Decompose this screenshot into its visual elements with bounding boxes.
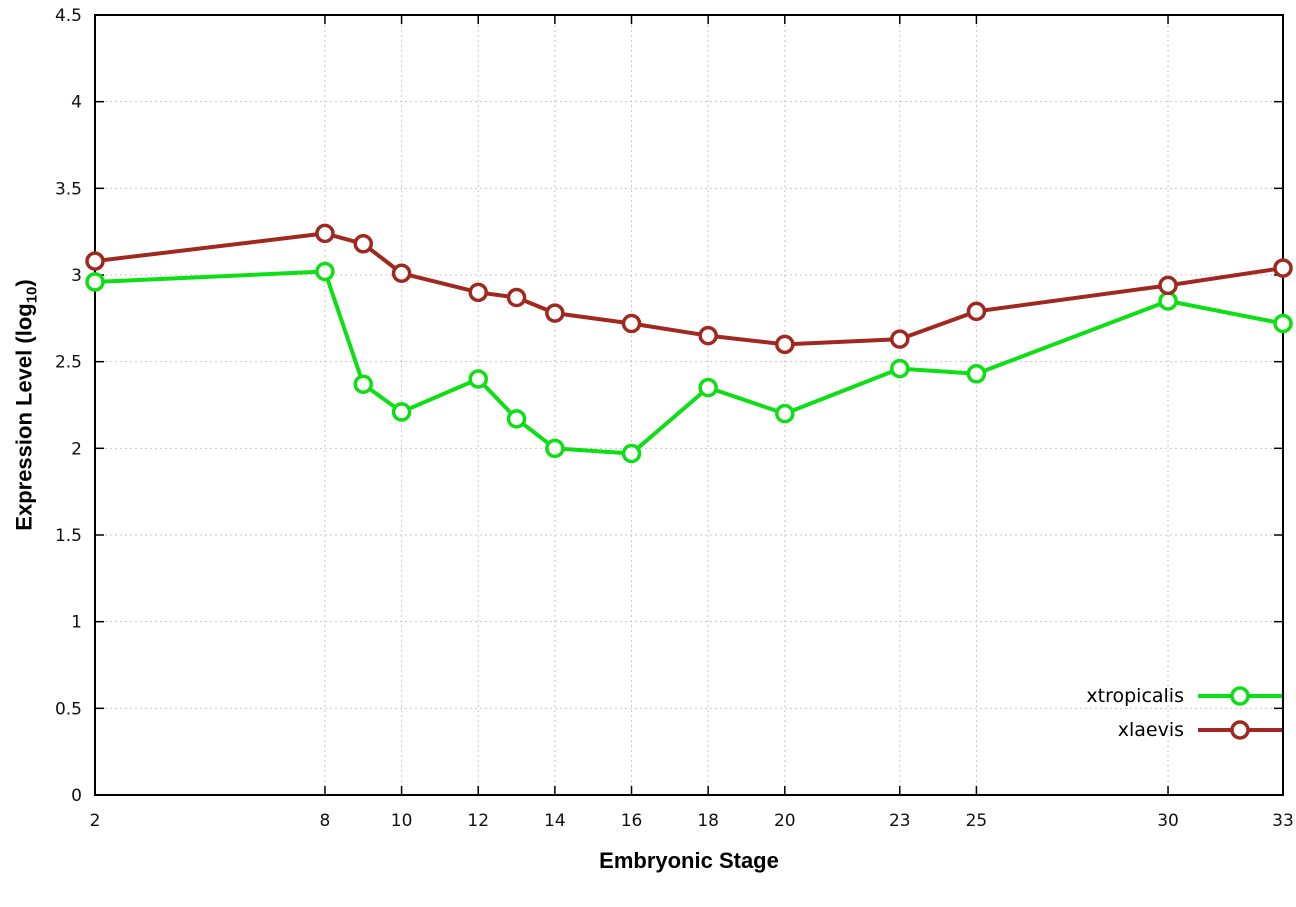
legend-item-xtropicalis: xtropicalis [1086,684,1284,708]
y-tick-label: 2.5 [55,353,82,373]
data-point-xlaevis [966,301,987,322]
x-tick-label: 2 [90,811,101,831]
data-point-xtropicalis [621,443,642,464]
data-point-xlaevis [85,251,105,271]
y-axis-label-text: Expression Level (log [11,303,37,531]
y-tick-label: 0 [71,786,82,806]
data-point-xtropicalis [391,402,412,422]
x-tick-label: 30 [1157,811,1179,831]
data-point-xlaevis [391,263,412,284]
y-tick-label: 0.5 [55,699,82,719]
data-point-xlaevis [698,325,718,346]
data-point-xlaevis [621,313,642,334]
data-point-xtropicalis [1158,291,1178,311]
data-point-xlaevis [1273,258,1293,278]
x-tick-label: 20 [774,811,796,831]
y-axis-label-suffix: ) [11,279,37,287]
legend-label-xtropicalis: xtropicalis [1086,685,1184,707]
x-tick-label: 33 [1272,811,1294,831]
y-tick-label: 3.5 [55,179,82,199]
data-point-xtropicalis [966,364,987,384]
data-point-xlaevis [775,334,795,355]
data-point-xtropicalis [85,272,105,292]
series-line-xlaevis [93,231,1285,347]
legend: xtropicalis xlaevis [1086,684,1284,742]
x-tick-label: 16 [621,811,643,831]
legend-label-xlaevis: xlaevis [1117,719,1184,741]
data-point-xlaevis [545,303,565,323]
data-point-xtropicalis [315,261,335,282]
series-line-xtropicalis [93,269,1285,456]
x-tick-label: 10 [391,811,413,831]
data-point-xlaevis [315,223,335,244]
data-point-xlaevis [353,234,374,254]
y-tick-label: 4 [71,93,82,113]
legend-sample-line-icon [1198,686,1282,706]
y-axis-label: Expression Level (log10) [11,279,40,530]
x-tick-label: 25 [966,811,988,831]
data-point-xtropicalis [890,358,910,379]
y-tick-label: 2 [71,439,82,459]
data-point-xtropicalis [545,438,565,459]
data-point-xtropicalis [506,409,527,429]
x-tick-label: 12 [467,811,489,831]
data-point-xtropicalis [775,403,795,424]
data-point-xtropicalis [1273,313,1293,334]
y-tick-label: 1.5 [55,526,82,546]
x-tick-label: 8 [320,811,331,831]
x-tick-label: 23 [889,811,911,831]
y-axis-label-subscript: 10 [23,286,41,304]
x-tick-label: 18 [697,811,719,831]
data-point-xlaevis [506,287,527,308]
y-tick-label: 4.5 [55,6,82,26]
data-point-xlaevis [890,329,910,349]
plot-border [94,14,1284,796]
x-tick-label: 14 [544,811,566,831]
data-point-xlaevis [1158,275,1178,296]
y-tick-label: 3 [71,266,82,286]
data-point-xtropicalis [353,374,374,394]
y-tick-label: 1 [71,613,82,633]
data-point-xtropicalis [468,369,488,389]
data-point-xtropicalis [698,377,718,398]
legend-item-xlaevis: xlaevis [1118,718,1284,742]
data-point-xlaevis [468,282,488,303]
x-axis-label: Embryonic Stage [599,848,779,873]
legend-sample-line-icon [1198,720,1282,740]
